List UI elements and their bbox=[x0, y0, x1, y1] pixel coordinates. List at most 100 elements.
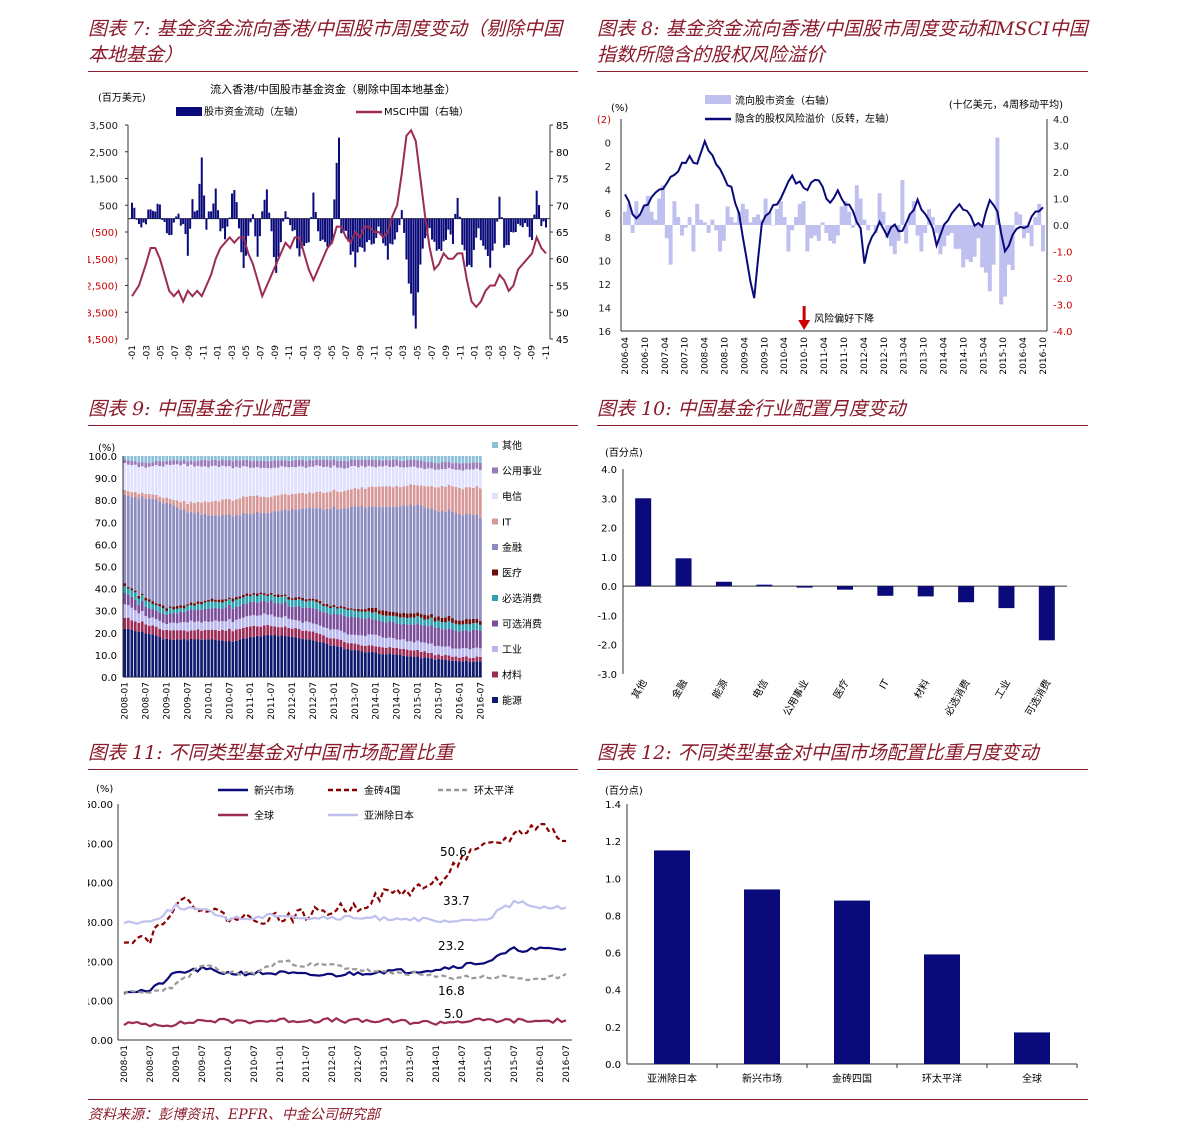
fig9-bar-其他 bbox=[370, 456, 374, 460]
fig7-flow-bar bbox=[305, 218, 308, 244]
fig9-bar-公用事业 bbox=[416, 460, 419, 468]
fig7-flow-bar bbox=[296, 218, 299, 249]
fig9-bar-可选消费 bbox=[165, 614, 169, 625]
fig9-bar-其他 bbox=[472, 456, 475, 463]
fig9-bar-材料 bbox=[398, 648, 402, 655]
fig9-bar-能源 bbox=[200, 639, 203, 677]
fig9-bar-工业 bbox=[350, 634, 353, 644]
fig9-bar-可选消费 bbox=[468, 631, 472, 650]
fig9-bar-可选消费 bbox=[158, 612, 162, 621]
fig9-bar-可选消费 bbox=[405, 624, 409, 642]
fig8-flow-area bbox=[664, 225, 669, 239]
fig9-bar-工业 bbox=[151, 617, 155, 626]
fig9-bar-能源 bbox=[409, 656, 412, 677]
fig9-bar-材料 bbox=[151, 625, 155, 635]
fig9-bar-电信 bbox=[370, 466, 374, 487]
fig9-legend-swatch bbox=[492, 518, 498, 525]
fig8-flow-area bbox=[908, 214, 912, 225]
fig7-flow-bar bbox=[449, 218, 452, 235]
fig11-x-tick-label: 2014-07 bbox=[458, 1045, 468, 1083]
fig8-left-tick-label: 2 bbox=[605, 162, 611, 173]
fig9-bar-可选消费 bbox=[140, 600, 144, 612]
fig9-x-tick-label: 2008-01 bbox=[121, 682, 131, 720]
fig9-bar-材料 bbox=[412, 650, 416, 657]
fig9-bar-能源 bbox=[175, 639, 179, 677]
fig9-bar-公用事业 bbox=[161, 461, 165, 467]
fig7-flow-bar bbox=[217, 210, 220, 219]
fig9-bar-必选消费 bbox=[465, 623, 468, 631]
fig7-flow-bar bbox=[133, 207, 136, 219]
fig9-bar-公用事业 bbox=[472, 462, 475, 470]
fig9-bar-金融 bbox=[179, 509, 182, 606]
fig9-bar-必选消费 bbox=[343, 608, 346, 616]
fig9-bar-IT bbox=[343, 491, 346, 509]
fig8-left-tick-label: (2) bbox=[597, 115, 611, 126]
fig9-bar-金融 bbox=[370, 506, 374, 608]
fig9-bar-金融 bbox=[248, 514, 252, 595]
fig7-msci-line bbox=[131, 128, 547, 309]
fig9-bar-能源 bbox=[339, 646, 343, 677]
fig9-bar-电信 bbox=[451, 469, 454, 487]
fig9-bar-材料 bbox=[235, 629, 238, 641]
fig7-legend-line-label: MSCI中国（右轴） bbox=[384, 105, 469, 118]
fig8-right-tick-label: -3.0 bbox=[1053, 301, 1073, 312]
fig9-bar-公用事业 bbox=[207, 460, 210, 468]
fig9-bar-公用事业 bbox=[158, 461, 162, 467]
fig7-chart: 流入香港/中国股市基金资金（剔除中国本地基金） (百万美元) 股市资金流动（左轴… bbox=[88, 82, 569, 360]
fig9-bar-金融 bbox=[182, 509, 186, 606]
fig9-bar-其他 bbox=[301, 456, 304, 461]
fig7-flow-bar bbox=[244, 218, 247, 256]
fig7-flow-bar bbox=[486, 218, 489, 257]
fig9-bar-金融 bbox=[140, 496, 144, 594]
fig7-x-tick-label: 2016-05 bbox=[499, 345, 509, 360]
fig9-bar-可选消费 bbox=[381, 621, 385, 638]
fig9-bar-医疗 bbox=[248, 594, 252, 597]
fig9-bar-可选消费 bbox=[357, 617, 360, 636]
fig9-bar-能源 bbox=[311, 640, 315, 677]
fig7-flow-bar bbox=[291, 218, 294, 232]
fig9-bar-金融 bbox=[196, 512, 200, 602]
fig9-bar-其他 bbox=[168, 456, 172, 461]
fig8-flow-area bbox=[1029, 225, 1034, 247]
fig9-bar-公用事业 bbox=[318, 459, 322, 467]
fig9-bar-可选消费 bbox=[412, 624, 416, 643]
fig9-bar-电信 bbox=[322, 467, 325, 493]
fig9-bar-金融 bbox=[346, 508, 350, 609]
fig9-bar-IT bbox=[242, 496, 245, 513]
fig8-flow-area bbox=[839, 206, 844, 225]
fig9-bar-IT bbox=[447, 484, 451, 510]
fig9-bar-工业 bbox=[419, 642, 423, 652]
fig9-bar-材料 bbox=[186, 631, 189, 641]
fig9-bar-电信 bbox=[287, 467, 291, 496]
fig8-flow-area bbox=[957, 225, 962, 249]
fig9-bar-材料 bbox=[353, 643, 357, 651]
fig9-bar-电信 bbox=[398, 467, 402, 488]
fig9-bar-公用事业 bbox=[374, 460, 378, 468]
fig9-bar-必选消费 bbox=[200, 604, 203, 610]
fig9-bar-必选消费 bbox=[363, 611, 367, 620]
fig7-flow-bar bbox=[517, 218, 520, 224]
fig9-bar-工业 bbox=[304, 621, 308, 631]
fig9-bar-电信 bbox=[311, 466, 315, 494]
fig9-bar-能源 bbox=[433, 659, 437, 677]
fig9-bar-能源 bbox=[214, 639, 217, 677]
fig8-flow-area bbox=[763, 198, 768, 225]
fig9-bar-材料 bbox=[130, 620, 134, 630]
fig9-bar-能源 bbox=[245, 638, 249, 677]
fig9-bar-可选消费 bbox=[315, 608, 318, 625]
fig9-bar-必选消费 bbox=[196, 603, 200, 610]
fig9-bar-材料 bbox=[182, 630, 186, 640]
fig9-bar-IT bbox=[388, 486, 392, 507]
fig7-flow-bar bbox=[182, 218, 185, 225]
fig9-bar-能源 bbox=[444, 659, 447, 677]
fig9-bar-工业 bbox=[465, 648, 468, 657]
fig8-flow-area bbox=[828, 225, 833, 241]
fig7-flow-bar bbox=[507, 218, 510, 246]
fig9-bar-公用事业 bbox=[193, 461, 196, 467]
fig9-bar-公用事业 bbox=[221, 459, 224, 466]
fig10-bar bbox=[917, 586, 934, 597]
fig10-bar bbox=[675, 558, 692, 587]
fig10-x-tick-label: 其他 bbox=[629, 677, 650, 701]
fig9-bar-IT bbox=[465, 487, 468, 514]
fig9-bar-可选消费 bbox=[479, 630, 482, 649]
